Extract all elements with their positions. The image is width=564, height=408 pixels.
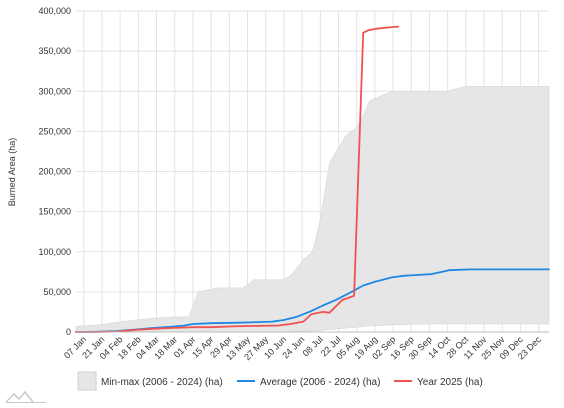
- y-tick-label: 100,000: [38, 247, 71, 257]
- y-axis-title: Burned Area (ha): [7, 138, 17, 207]
- series-band-minmax: [75, 86, 550, 333]
- y-tick-label: 400,000: [38, 6, 71, 16]
- legend-swatch-minmax: [77, 371, 97, 391]
- legend: Min-max (2006 - 2024) (ha) Average (2006…: [77, 371, 483, 391]
- y-tick-label: 0: [66, 327, 71, 337]
- series-line-average: [75, 268, 550, 333]
- series-lines: [75, 25, 550, 333]
- axes: 0 50,000 100,000 150,000 200,000 250,000 300,0…: [38, 6, 549, 362]
- min-max-band: [75, 86, 550, 333]
- legend-label-minmax: Min-max (2006 - 2024) (ha): [101, 377, 223, 388]
- legend-item-average[interactable]: Average (2006 - 2024) (ha): [237, 377, 380, 388]
- y-tick-label: 50,000: [43, 287, 71, 297]
- series-line-year-2025: [75, 25, 400, 333]
- y-tick-label: 300,000: [38, 86, 71, 96]
- legend-label-average: Average (2006 - 2024) (ha): [260, 377, 380, 388]
- y-tick-label: 250,000: [38, 126, 71, 136]
- mountain-logo-icon: [5, 390, 46, 403]
- y-tick-label: 350,000: [38, 46, 71, 56]
- legend-item-year-2025[interactable]: Year 2025 (ha): [394, 377, 483, 388]
- y-tick-label: 150,000: [38, 207, 71, 217]
- y-tick-label: 200,000: [38, 167, 71, 177]
- legend-label-year-2025: Year 2025 (ha): [417, 377, 483, 388]
- legend-item-minmax[interactable]: Min-max (2006 - 2024) (ha): [77, 371, 223, 391]
